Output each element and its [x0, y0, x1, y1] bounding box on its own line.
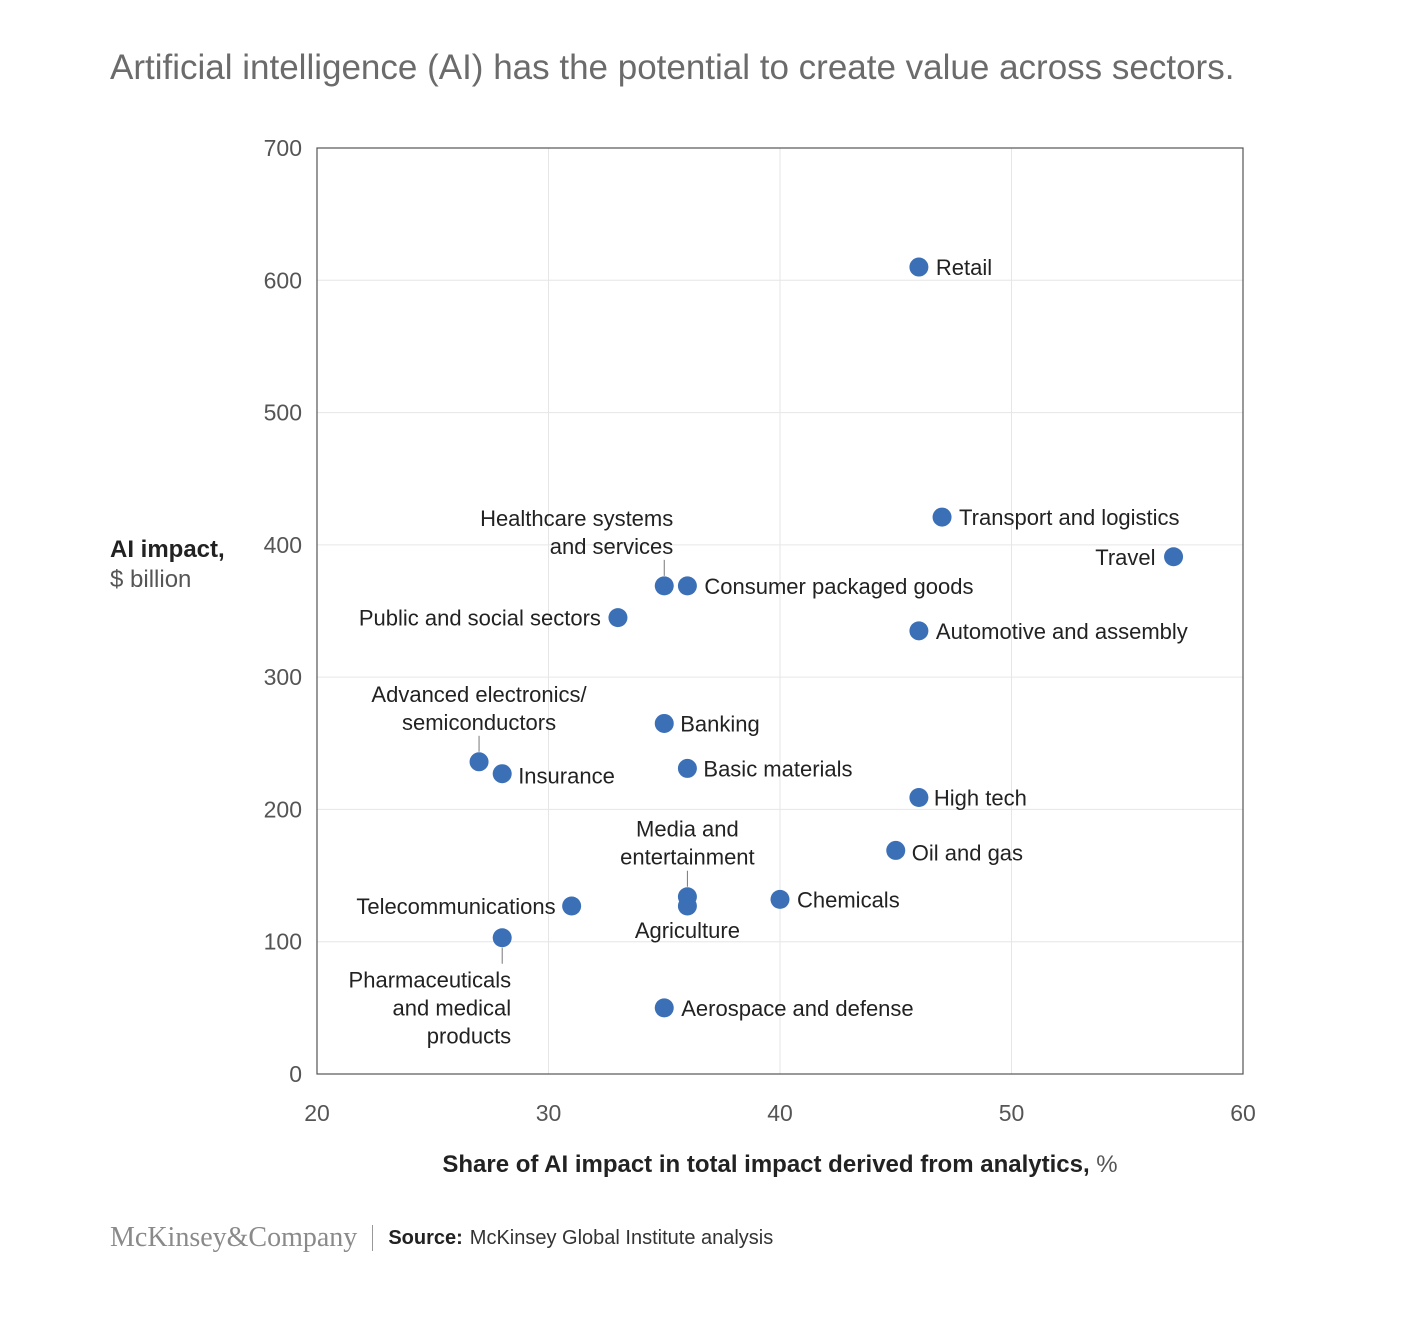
- y-tick-label: 600: [264, 267, 302, 293]
- data-label-line: Public and social sectors: [359, 606, 601, 631]
- footer: McKinsey&Company Source: McKinsey Global…: [110, 1220, 773, 1256]
- data-label: Advanced electronics/semiconductors: [371, 682, 587, 735]
- y-tick-label: 400: [264, 532, 302, 558]
- data-label-line: Banking: [680, 711, 760, 736]
- data-label-line: and services: [550, 534, 674, 559]
- x-axis-label: Share of AI impact in total impact deriv…: [442, 1151, 1117, 1178]
- data-point: [469, 752, 489, 772]
- data-label-line: Media and: [636, 817, 739, 842]
- data-label-line: Advanced electronics/: [371, 682, 587, 707]
- data-label-line: Pharmaceuticals: [349, 968, 512, 993]
- data-point: [909, 788, 929, 808]
- x-tick-label: 50: [999, 1100, 1025, 1126]
- y-axis-label: AI impact, $ billion: [110, 535, 225, 595]
- y-tick-label: 700: [264, 135, 302, 161]
- data-point: [654, 713, 674, 733]
- source-label: Source:: [388, 1226, 463, 1249]
- data-label-line: Retail: [936, 255, 992, 280]
- data-label: Telecommunications: [356, 894, 555, 919]
- x-tick-label: 60: [1230, 1100, 1256, 1126]
- scatter-chart: 0 100 200 300 400 500 600 700 20 30 40 50 60 Share of…: [264, 135, 1256, 1178]
- data-label: Basic materials: [703, 756, 852, 781]
- data-label: Banking: [680, 711, 760, 736]
- data-label: Travel: [1095, 545, 1155, 570]
- data-label-line: Aerospace and defense: [681, 996, 913, 1021]
- data-label-line: Travel: [1095, 545, 1155, 570]
- data-label-line: and medical: [393, 996, 512, 1021]
- y-tick-label: 500: [264, 400, 302, 426]
- data-label: Insurance: [518, 764, 615, 789]
- data-label: Chemicals: [797, 887, 900, 912]
- y-tick-label: 0: [289, 1061, 302, 1087]
- data-label: Consumer packaged goods: [704, 574, 973, 599]
- data-label: Public and social sectors: [359, 606, 601, 631]
- data-point: [677, 896, 697, 916]
- x-tick-label: 20: [304, 1100, 330, 1126]
- source-text: McKinsey Global Institute analysis: [469, 1226, 774, 1249]
- y-tick-label: 200: [264, 796, 302, 822]
- y-axis-label-text: AI impact,: [110, 536, 225, 563]
- data-label: Aerospace and defense: [681, 996, 913, 1021]
- data-label-line: Chemicals: [797, 887, 900, 912]
- data-label-line: Automotive and assembly: [936, 619, 1188, 644]
- data-label: Pharmaceuticals and medical products: [349, 968, 512, 1049]
- data-label-line: Consumer packaged goods: [704, 574, 973, 599]
- x-tick-label: 30: [536, 1100, 562, 1126]
- data-label-line: semiconductors: [402, 710, 556, 735]
- y-axis-label-unit: $ billion: [110, 566, 192, 593]
- data-label-line: entertainment: [620, 845, 755, 870]
- x-axis-label-unit: %: [1096, 1151, 1117, 1178]
- data-point: [492, 764, 512, 784]
- x-axis-label-text: Share of AI impact in total impact deriv…: [442, 1151, 1096, 1178]
- data-point: [1164, 547, 1184, 567]
- data-point: [770, 889, 790, 909]
- data-label-line: Transport and logistics: [959, 505, 1180, 530]
- y-tick-label: 300: [264, 664, 302, 690]
- data-point: [677, 758, 697, 778]
- data-label: Automotive and assembly: [936, 619, 1188, 644]
- data-label: Agriculture: [635, 918, 740, 943]
- data-point: [677, 576, 697, 596]
- data-point: [909, 621, 929, 641]
- x-tick-label: 40: [767, 1100, 793, 1126]
- data-point: [886, 840, 906, 860]
- data-label-line: Agriculture: [635, 918, 740, 943]
- data-label-line: High tech: [934, 786, 1027, 811]
- data-label: High tech: [934, 786, 1027, 811]
- data-point: [562, 896, 582, 916]
- data-label: Media and entertainment: [620, 817, 755, 870]
- plot-frame: [316, 147, 1244, 1075]
- data-label-line: Basic materials: [703, 756, 852, 781]
- data-label: Healthcare systems and services: [480, 506, 673, 559]
- y-tick-label: 100: [264, 929, 302, 955]
- data-label-line: products: [427, 1024, 511, 1049]
- data-point: [654, 576, 674, 596]
- data-label-line: Insurance: [518, 764, 615, 789]
- data-point: [909, 257, 929, 277]
- chart-title: Artificial intelligence (AI) has the pot…: [110, 48, 1235, 87]
- data-point: [492, 928, 512, 948]
- mckinsey-logo: McKinsey&Company: [110, 1222, 358, 1253]
- data-point: [654, 998, 674, 1018]
- data-label: Oil and gas: [912, 840, 1023, 865]
- data-label: Retail: [936, 255, 992, 280]
- data-point: [608, 608, 628, 628]
- data-label-line: Telecommunications: [356, 894, 555, 919]
- data-point: [932, 507, 952, 527]
- data-label-line: Healthcare systems: [480, 506, 673, 531]
- data-label-line: Oil and gas: [912, 840, 1023, 865]
- footer-divider: [372, 1225, 374, 1251]
- data-label: Transport and logistics: [959, 505, 1180, 530]
